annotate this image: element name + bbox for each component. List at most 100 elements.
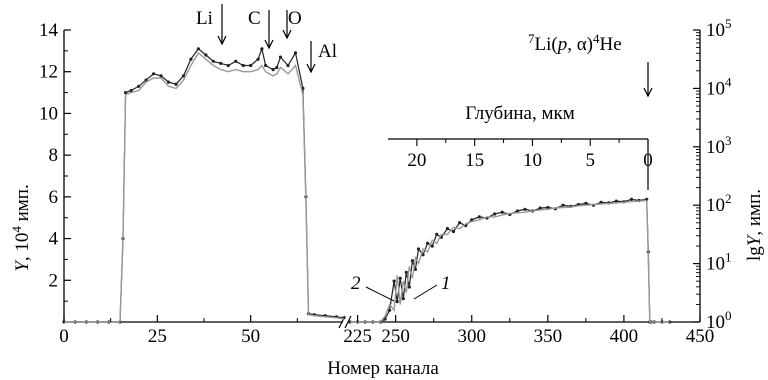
- axis-break-mark: [344, 315, 352, 329]
- series-point-1: [166, 80, 171, 84]
- series-point-1: [500, 210, 504, 214]
- y-tick-label-left: 8: [49, 145, 59, 166]
- depth-axis: Глубина, мкм 20 15 10 5 0: [388, 103, 653, 190]
- y-tick-label-right: 104: [706, 74, 732, 99]
- series-point-1: [416, 247, 421, 251]
- y-tick-label-left: 14: [39, 20, 59, 41]
- series-line-1-right: [350, 198, 670, 323]
- series-point-1: [421, 253, 425, 257]
- y-tick-label-left: 10: [39, 103, 58, 124]
- curve-label-2: 2: [351, 273, 361, 294]
- element-label-al: Al: [318, 41, 337, 62]
- series-point-1: [286, 63, 290, 68]
- series-point-1: [159, 74, 163, 78]
- series-point-1: [189, 57, 193, 61]
- depth-tick-label: 20: [407, 150, 426, 171]
- y-tick-label-right: 103: [706, 133, 732, 158]
- series-point-1: [256, 57, 260, 61]
- series-point-1: [392, 279, 396, 283]
- series-point-1: [404, 270, 408, 274]
- series-point-1: [129, 88, 133, 93]
- series-point-1: [426, 241, 430, 245]
- series-point-1: [271, 68, 275, 72]
- series-point-1: [538, 206, 542, 210]
- curve-label-2-leader: [365, 286, 395, 302]
- element-label-li: Li: [196, 8, 213, 29]
- series-point-1: [388, 308, 392, 312]
- series-line-2-left: [64, 51, 345, 323]
- depth-tick-label: 15: [465, 150, 484, 171]
- depth-tick-label: 10: [523, 150, 542, 171]
- series-point-1: [435, 232, 439, 236]
- series-point-1: [413, 267, 417, 271]
- y-tick-label-left: 2: [49, 270, 59, 291]
- series-point-1: [561, 203, 565, 207]
- arrow-o-head: [282, 29, 292, 40]
- series-point-1: [234, 59, 238, 63]
- series-point-1: [204, 53, 208, 57]
- x-tick-label: 250: [381, 326, 410, 347]
- series-point-1: [174, 82, 178, 86]
- series-point-1: [430, 244, 434, 248]
- series-point-1: [152, 72, 156, 76]
- arrow-al-head: [306, 63, 316, 74]
- series-point-1: [445, 227, 449, 231]
- series-point-1: [458, 221, 462, 225]
- series-point-1: [137, 84, 141, 88]
- arrow-c-head: [264, 39, 274, 50]
- plot-frame: [63, 30, 701, 329]
- y-axis-right-title: lgY, имп.: [744, 189, 765, 261]
- series-point-1: [410, 259, 414, 263]
- x-tick-label: 400: [610, 326, 639, 347]
- series-point-1: [629, 197, 634, 201]
- depth-tick-label: 5: [585, 150, 595, 171]
- curve-label-1: 1: [441, 273, 451, 294]
- series-point-1: [278, 55, 283, 59]
- series-point-1: [398, 276, 402, 280]
- y-axis-left-title: Y, 104 имп.: [9, 184, 33, 271]
- series-point-1: [493, 212, 497, 216]
- series-point-1: [249, 63, 253, 68]
- curve-label-1-leader: [413, 284, 438, 300]
- y-tick-label-right: 101: [706, 250, 732, 275]
- series-point-1: [241, 63, 245, 68]
- series-point-1: [293, 51, 298, 55]
- x-tick-label: 225: [343, 326, 372, 347]
- series-point-1: [515, 209, 520, 213]
- series-point-1: [275, 65, 279, 70]
- series-point-1: [196, 47, 200, 51]
- series-point-1: [614, 199, 618, 203]
- series-point-1: [523, 207, 527, 211]
- x-tick-label: 50: [241, 326, 260, 347]
- series-point-1: [401, 297, 405, 301]
- element-label-c: C: [248, 8, 261, 29]
- series-point-1: [264, 63, 268, 68]
- series-point-1: [584, 201, 588, 205]
- x-axis-title: Номер канала: [327, 358, 439, 379]
- series-line-2-right: [350, 199, 670, 323]
- reaction-label: 7Li(p, α)4He: [528, 31, 622, 55]
- series-point-1: [451, 229, 456, 234]
- y-tick-label-right: 105: [706, 16, 732, 41]
- x-tick-label: 350: [534, 326, 563, 347]
- series-point-1: [599, 200, 603, 204]
- series-point-1: [181, 74, 186, 78]
- y-tick-label-right: 102: [706, 191, 732, 216]
- series-point-1: [546, 205, 550, 210]
- y-tick-label-right: 100: [706, 308, 732, 333]
- depth-axis-title: Глубина, мкм: [465, 103, 575, 124]
- element-label-o: O: [288, 8, 302, 29]
- x-tick-label: 450: [686, 326, 715, 347]
- x-tick-label: 25: [148, 326, 167, 347]
- y-tick-label-left: 4: [49, 229, 59, 250]
- y-tick-label-left: 6: [49, 187, 59, 208]
- series-point-1: [477, 215, 481, 219]
- series-point-1: [407, 285, 411, 289]
- element-annotations: Li C O Al: [196, 8, 337, 62]
- x-tick-label: 0: [59, 326, 69, 347]
- arrow-li-head: [217, 35, 227, 46]
- series-point-1: [124, 91, 128, 95]
- series-point-1: [211, 59, 215, 63]
